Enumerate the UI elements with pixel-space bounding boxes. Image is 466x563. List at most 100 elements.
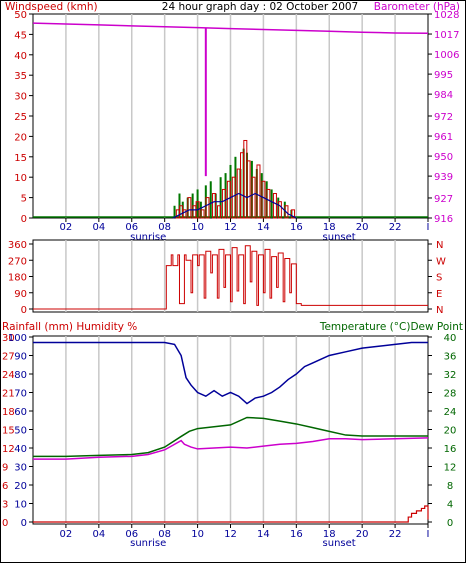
windspeed-axis-label: Windspeed (kmh)	[5, 1, 98, 13]
temp-x-tick-label: 14	[257, 529, 270, 540]
barometer-y-tick-label: 950	[434, 152, 453, 163]
humidity-y-tick-label: 100	[8, 333, 27, 344]
gust-bar	[173, 205, 176, 218]
windspeed-bar	[187, 197, 192, 219]
wind-x-tick-label: 08	[158, 222, 171, 233]
humidity-y-tick-label: 0	[21, 518, 27, 529]
windspeed-bar	[221, 188, 226, 219]
temp-x-tick-label: I	[427, 529, 430, 540]
wind-x-tick-label: 06	[125, 222, 138, 233]
wind-sunset-label: sunset	[323, 232, 356, 243]
temperature-y-tick-label: 0	[447, 518, 453, 529]
temp-sunset-label: sunset	[323, 538, 356, 549]
wind-x-tick-label: 10	[191, 222, 204, 233]
humidity-y-tick-label: 40	[14, 444, 27, 455]
barometer-y-tick-label: 995	[434, 70, 453, 81]
windspeed-bar	[200, 209, 205, 219]
barometer-y-tick-label: 927	[434, 194, 453, 205]
direction-y-tick-label: 180	[8, 273, 27, 284]
wind-x-tick-label: 20	[356, 222, 369, 233]
humidity-y-tick-label: 90	[14, 352, 27, 363]
windspeed-avg-line	[172, 192, 297, 219]
wind-x-tick-label: 14	[257, 222, 270, 233]
rain-y-tick-label: 24	[2, 370, 15, 381]
rain-y-tick-label: 6	[2, 481, 8, 492]
direction-y-tick-label: 90	[14, 289, 27, 300]
temperature-y-tick-label: 28	[444, 389, 457, 400]
humidity-y-tick-label: 30	[14, 463, 27, 474]
barometer-y-tick-label: 1017	[434, 30, 459, 41]
windspeed-bar	[272, 193, 277, 219]
direction-compass-label: S	[436, 273, 442, 284]
gust-bar	[270, 189, 273, 218]
windspeed-bar	[216, 205, 221, 219]
wind-barometer-panel: Windspeed (kmh) 24 hour graph day : 02 O…	[5, 1, 460, 243]
temperature-y-tick-label: 32	[444, 370, 457, 381]
direction-y-tick-label: 0	[21, 305, 27, 316]
wind-x-tick-label: 12	[224, 222, 237, 233]
gust-bar	[219, 177, 222, 218]
rain-y-tick-label: 15	[2, 426, 15, 437]
wind-y-tick-label: 20	[14, 132, 27, 143]
wind-y-tick-label: 25	[14, 112, 27, 123]
wind-x-tick-label: I	[427, 222, 430, 233]
wind-x-tick-label: 02	[60, 222, 73, 233]
humidity-y-tick-label: 60	[14, 407, 27, 418]
barometer-y-tick-label: 984	[434, 90, 453, 101]
rain-y-tick-label: 9	[2, 463, 8, 474]
rainfall-line	[33, 505, 429, 523]
windspeed-bar	[256, 164, 261, 219]
temp-x-tick-label: 12	[224, 529, 237, 540]
direction-compass-label: W	[436, 256, 446, 267]
barometer-y-tick-label: 1028	[434, 10, 459, 21]
windspeed-bar	[266, 188, 271, 219]
temp-x-tick-label: 08	[158, 529, 171, 540]
gust-bar	[209, 181, 212, 218]
windspeed-bar	[246, 160, 251, 219]
rain-y-tick-label: 21	[2, 389, 15, 400]
temp-x-tick-label: 06	[125, 529, 138, 540]
gust-bar	[196, 189, 199, 218]
temp-x-tick-label: 10	[191, 529, 204, 540]
wind-y-tick-label: 10	[14, 173, 27, 184]
wind-x-tick-label: 18	[323, 222, 336, 233]
temp-x-tick-label: 02	[60, 529, 73, 540]
wind-y-tick-label: 15	[14, 153, 27, 164]
temperature-y-tick-label: 20	[444, 426, 457, 437]
wind-y-tick-label: 0	[21, 214, 27, 225]
wind-direction-line	[33, 245, 428, 310]
temperature-humidity-panel: Rainfall (mm) Humidity % Temperature (°C…	[2, 321, 463, 549]
temp-sunrise-label: sunrise	[130, 538, 166, 549]
temp-x-tick-label: 18	[323, 529, 336, 540]
rain-y-tick-label: 30	[2, 333, 15, 344]
temp-x-tick-label: 22	[389, 529, 402, 540]
temperature-y-tick-label: 40	[444, 333, 457, 344]
temperature-axis-label: Temperature (°C)Dew Point	[319, 321, 463, 333]
windspeed-bar	[277, 201, 282, 219]
barometer-y-tick-label: 939	[434, 172, 453, 183]
windspeed-bar	[284, 205, 289, 219]
barometer-y-tick-label: 961	[434, 132, 453, 143]
humidity-y-tick-label: 80	[14, 370, 27, 381]
barometer-axis-label: Barometer (hPa)	[374, 1, 460, 13]
barometer-y-tick-label: 916	[434, 214, 453, 225]
humidity-y-tick-label: 20	[14, 481, 27, 492]
wind-y-tick-label: 45	[14, 30, 27, 41]
dewpoint-line	[33, 437, 429, 460]
temp-x-tick-label: 04	[92, 529, 105, 540]
rain-y-tick-label: 3	[2, 500, 8, 511]
wind-x-tick-label: 04	[92, 222, 105, 233]
barometer-line	[32, 22, 429, 35]
wind-x-tick-label: 22	[389, 222, 402, 233]
windspeed-bar	[291, 209, 296, 219]
rain-y-tick-label: 0	[2, 518, 8, 529]
windspeed-bar	[261, 180, 266, 219]
humidity-y-tick-label: 70	[14, 389, 27, 400]
direction-y-tick-label: 360	[8, 240, 27, 251]
windspeed-bar	[251, 176, 256, 219]
wind-y-tick-label: 35	[14, 71, 27, 82]
rain-y-tick-label: 27	[2, 352, 15, 363]
